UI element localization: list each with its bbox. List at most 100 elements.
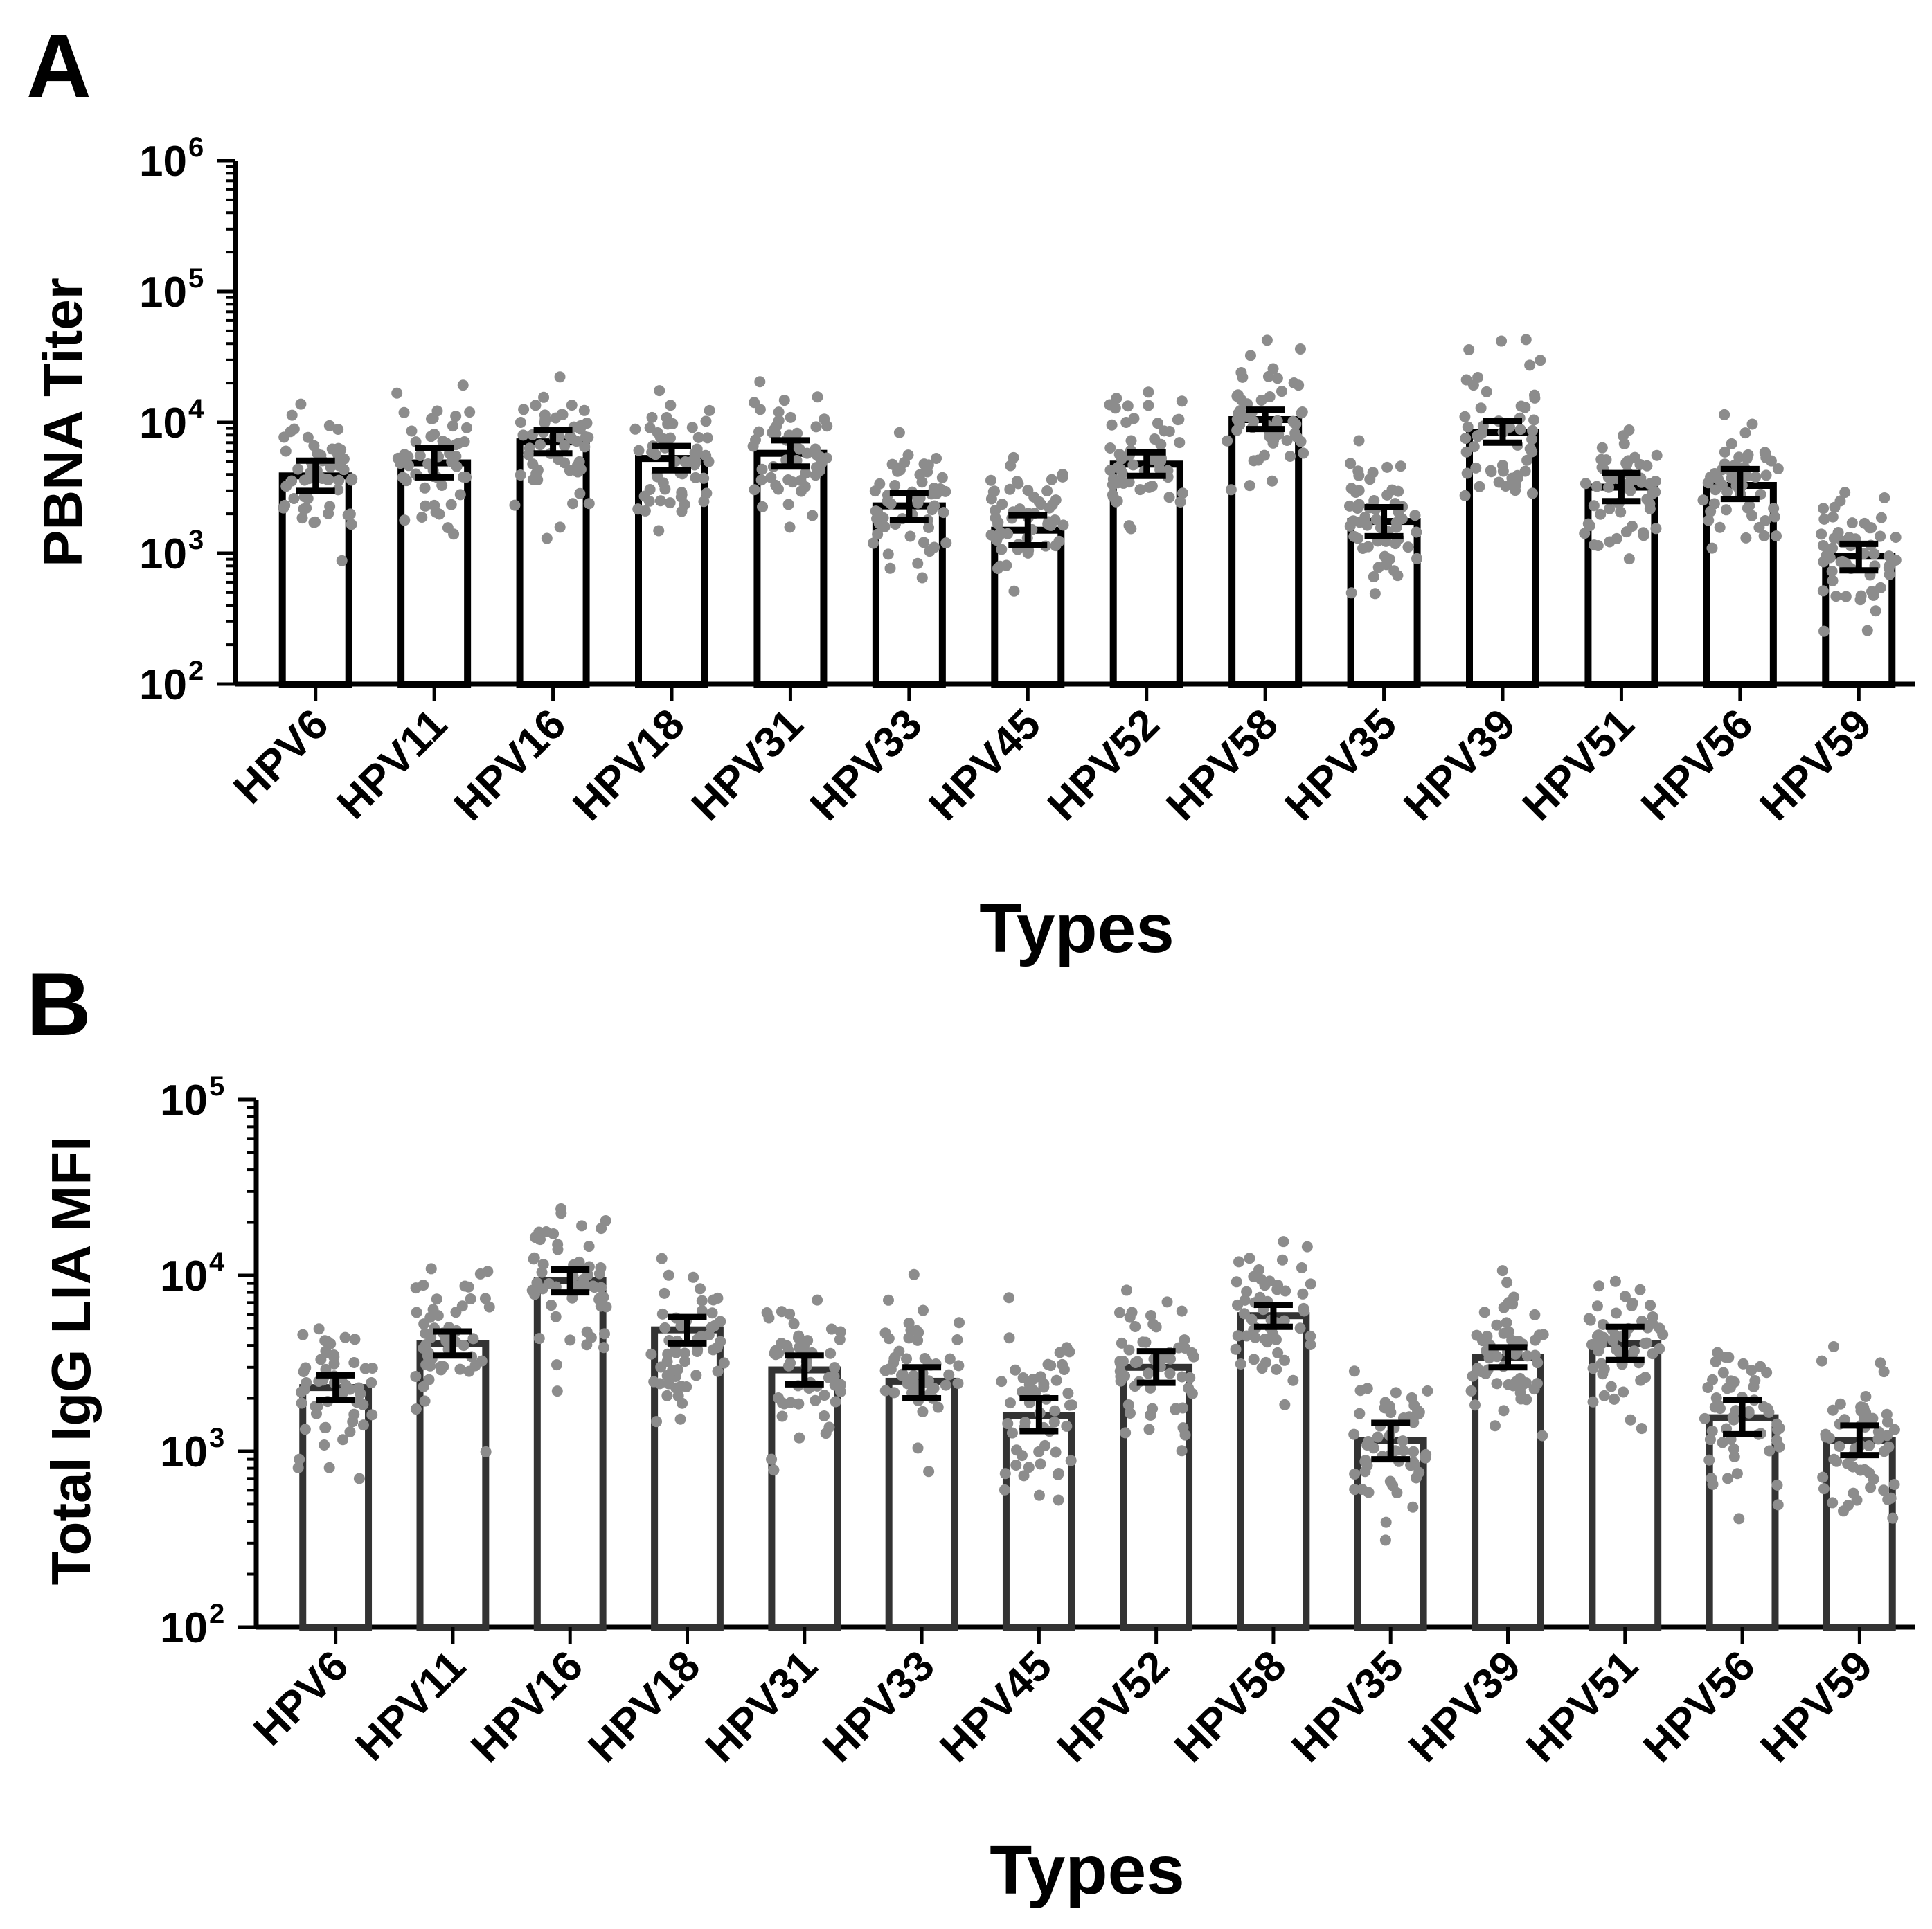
data-point <box>465 1293 476 1305</box>
data-point <box>581 1339 593 1351</box>
data-point <box>632 503 644 515</box>
data-point <box>425 1263 437 1275</box>
x-tick-label: HPV56 <box>1632 700 1762 830</box>
data-point <box>1743 1406 1755 1417</box>
data-point <box>294 1453 305 1465</box>
data-point <box>1232 1299 1244 1311</box>
data-point <box>1134 484 1146 496</box>
data-point <box>1359 1455 1371 1467</box>
data-point <box>1128 413 1140 424</box>
data-point <box>1369 588 1381 600</box>
data-point <box>1623 553 1635 565</box>
x-tick-label: HPV35 <box>1276 700 1406 830</box>
data-point <box>994 526 1006 538</box>
data-point <box>414 450 426 462</box>
data-point <box>1817 1471 1829 1483</box>
data-point <box>1381 461 1393 473</box>
data-point <box>1605 1381 1617 1392</box>
data-point <box>1474 481 1485 492</box>
x-tick-label: HPV59 <box>1752 1642 1882 1772</box>
data-point <box>1463 344 1475 356</box>
data-point <box>411 1307 422 1318</box>
x-tick-label: HPV33 <box>801 700 931 830</box>
data-point <box>1706 1425 1718 1437</box>
data-point <box>579 441 591 453</box>
data-point <box>1761 1367 1773 1379</box>
data-point <box>535 439 546 451</box>
data-point <box>1143 400 1154 411</box>
data-point <box>1758 530 1770 541</box>
data-point <box>1183 1382 1195 1394</box>
data-point <box>796 485 807 497</box>
data-point <box>567 498 579 510</box>
data-point <box>1110 496 1122 508</box>
data-point <box>1875 530 1886 542</box>
data-point <box>794 1342 805 1354</box>
data-point <box>460 472 472 483</box>
data-point <box>1481 386 1492 397</box>
data-point <box>1610 1307 1622 1319</box>
data-point <box>1598 1363 1610 1375</box>
data-point <box>1520 334 1532 346</box>
data-point <box>1003 1332 1015 1344</box>
data-point <box>1641 460 1653 472</box>
data-point <box>1828 1453 1840 1465</box>
data-point <box>703 1329 715 1341</box>
y-tick-exponent: 3 <box>209 1423 224 1453</box>
data-point <box>1817 585 1829 597</box>
data-point <box>1467 1370 1478 1382</box>
data-point <box>940 537 952 549</box>
data-point <box>1411 526 1422 538</box>
data-point <box>932 1401 944 1413</box>
data-point <box>593 1293 605 1304</box>
data-point <box>296 512 308 524</box>
data-point <box>1529 1309 1541 1320</box>
data-point <box>1001 559 1012 571</box>
data-point <box>1753 521 1765 533</box>
data-point <box>1359 1466 1371 1478</box>
data-point <box>1840 591 1852 602</box>
x-tick-label: HPV39 <box>1395 700 1525 830</box>
y-tick-label: 10 <box>139 400 187 447</box>
data-point <box>1041 485 1053 497</box>
data-point <box>1728 1376 1740 1388</box>
data-point <box>1177 487 1188 499</box>
data-point <box>1651 449 1663 461</box>
data-point <box>433 508 445 520</box>
data-point <box>321 474 333 485</box>
data-point <box>1244 480 1255 492</box>
data-point <box>1705 505 1717 517</box>
data-point <box>295 1386 307 1398</box>
data-point <box>996 1376 1008 1388</box>
data-point <box>1728 1443 1739 1455</box>
data-point <box>600 1215 611 1227</box>
data-point <box>1176 395 1188 407</box>
x-axis-label: Types <box>979 890 1174 967</box>
data-point <box>1176 1445 1188 1457</box>
data-point <box>347 1416 359 1428</box>
data-point <box>1884 568 1895 580</box>
x-tick-label: HPV11 <box>328 700 456 828</box>
data-point <box>1703 514 1715 526</box>
x-tick-label: HPV52 <box>1048 1642 1179 1772</box>
data-point <box>315 1354 327 1365</box>
data-point <box>1143 1367 1154 1379</box>
data-point <box>992 562 1004 574</box>
data-point <box>583 498 595 510</box>
data-point <box>1878 1484 1890 1496</box>
data-point <box>1834 1398 1846 1410</box>
data-point <box>1010 1364 1021 1376</box>
data-point <box>645 1348 657 1360</box>
data-point <box>1537 1329 1549 1340</box>
scatter-group <box>1104 386 1188 535</box>
scatter-group <box>1816 1340 1900 1524</box>
y-tick-label: 10 <box>160 1604 208 1652</box>
data-point <box>1390 1387 1402 1399</box>
data-point <box>1596 442 1608 454</box>
data-point <box>509 499 521 511</box>
x-tick-label: HPV31 <box>697 1642 827 1772</box>
data-point <box>690 1370 702 1381</box>
data-point <box>1470 462 1482 474</box>
data-point <box>550 1311 562 1322</box>
data-point <box>659 1322 671 1334</box>
